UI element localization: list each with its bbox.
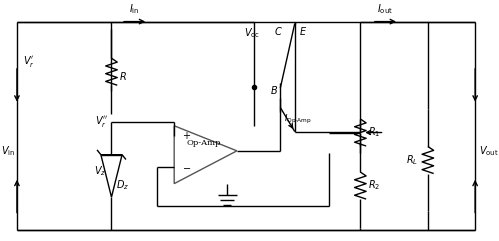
Text: +: + [182,131,190,141]
Text: $R$: $R$ [119,70,127,82]
Text: $I_{\rm in}$: $I_{\rm in}$ [129,2,140,16]
Text: $E$: $E$ [298,25,307,37]
Text: $-$: $-$ [182,162,191,172]
Text: $B$: $B$ [270,84,278,96]
Text: $V_r''$: $V_r''$ [94,114,108,129]
Text: $C$: $C$ [274,25,283,37]
Text: $D_z$: $D_z$ [116,179,129,193]
Text: $I_{\rm out}$: $I_{\rm out}$ [377,2,393,16]
Text: $R_2$: $R_2$ [368,179,380,193]
Text: $I_{\rm Op\text{-}Amp}$: $I_{\rm Op\text{-}Amp}$ [284,113,312,126]
Text: $V_r'$: $V_r'$ [23,54,34,69]
Text: $V_{\rm in}$: $V_{\rm in}$ [0,144,15,158]
Text: $V_{\rm out}$: $V_{\rm out}$ [479,144,499,158]
Text: Op-Amp: Op-Amp [187,139,221,147]
Text: $V_{\rm cc}$: $V_{\rm cc}$ [245,26,260,40]
Text: $R_L$: $R_L$ [406,153,418,167]
Text: $V_z$: $V_z$ [94,164,107,178]
Text: $R_1$: $R_1$ [368,126,380,140]
